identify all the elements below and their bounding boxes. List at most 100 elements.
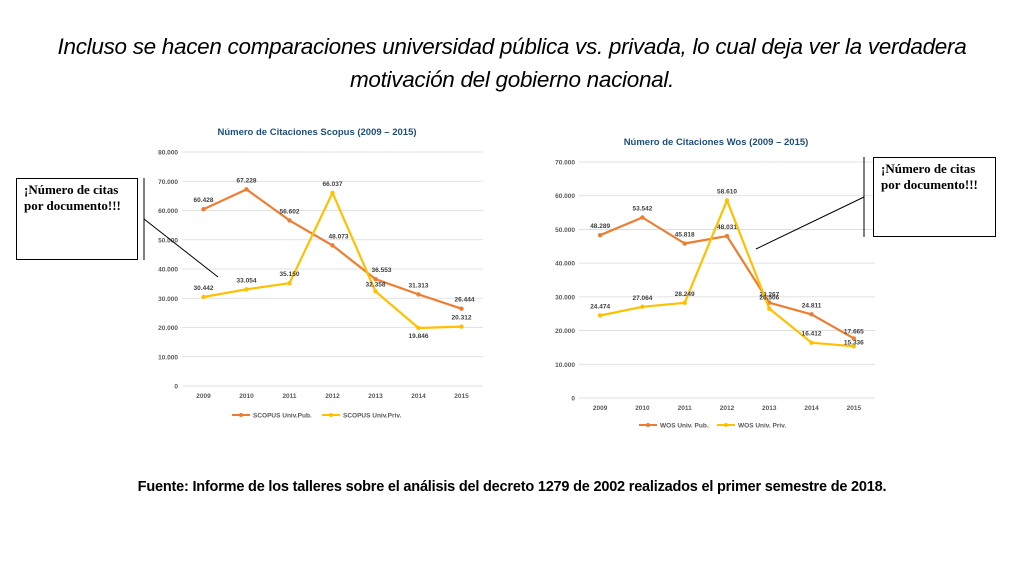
y-tick-label: 0 [571,396,575,403]
x-tick-label: 2012 [720,405,735,412]
y-tick-label: 50.000 [158,237,178,244]
data-point [459,306,464,311]
data-point [416,292,421,297]
data-label: 60.428 [194,197,214,204]
data-point [597,232,603,238]
y-tick-label: 30.000 [555,294,575,301]
data-point [201,207,206,212]
data-label: 19.846 [409,333,429,340]
data-label: 48.289 [590,223,610,230]
data-point [244,287,249,292]
wos-citations-chart: Número de Citaciones Wos (2009 – 2015) 0 1… [555,137,875,430]
data-point [640,304,645,309]
data-point [640,215,645,220]
data-point [201,294,206,300]
data-label: 67.228 [237,177,257,184]
y-tick-label: 0 [174,384,178,391]
chart-title: Número de Citaciones Scopus (2009 – 2015… [217,127,416,138]
callout-box-left: ¡Número de citas por documento!!! [16,178,138,260]
series-line-private [203,191,462,330]
y-tick-label: 70.000 [555,160,575,167]
data-label: 58.610 [717,188,737,195]
data-point [851,336,857,341]
data-point [851,344,857,349]
data-point [724,233,730,239]
x-tick-label: 2009 [593,405,608,412]
data-label: 20.312 [452,315,472,322]
x-tick-label: 2014 [804,405,819,412]
slide-title: Incluso se hacen comparaciones universid… [57,34,967,92]
data-point [416,325,421,331]
legend-marker [239,413,243,417]
data-label: 30.442 [194,285,214,292]
x-tick-label: 2009 [196,393,211,400]
data-label: 48.031 [717,224,737,231]
y-tick-label: 70.000 [158,179,178,186]
callout-box-right: ¡Número de citas por documento!!! [873,157,996,237]
y-tick-label: 40.000 [158,267,178,274]
legend-marker [329,413,333,417]
data-point [287,280,292,286]
data-label: 32.358 [366,281,386,288]
x-tick-label: 2013 [762,405,777,412]
legend-label: WOS Univ. Pub. [660,423,709,430]
data-point [330,243,335,248]
y-tick-label: 50.000 [555,227,575,234]
x-tick-label: 2015 [454,393,469,400]
series-line-private [599,199,854,348]
x-tick-label: 2012 [325,393,340,400]
data-label: 28.267 [759,292,779,299]
data-label: 48.073 [329,233,349,240]
data-point [373,276,378,282]
data-label: 33.054 [237,277,257,284]
x-tick-label: 2011 [282,393,296,400]
data-point [682,241,687,246]
data-label: 15.336 [844,339,864,346]
y-tick-label: 20.000 [158,325,178,332]
data-label: 27.064 [632,295,652,302]
y-tick-label: 20.000 [555,328,575,335]
data-label: 66.037 [323,181,343,188]
x-tick-label: 2011 [678,405,692,412]
data-point [682,300,687,305]
data-label: 24.474 [590,303,610,310]
legend-marker [724,423,728,427]
data-label: 24.811 [802,302,822,309]
legend-label: SCOPUS Univ.Pub. [253,413,312,420]
y-tick-label: 80.000 [158,150,178,157]
data-label: 36.553 [372,267,392,274]
data-label: 28.249 [675,291,695,298]
y-tick-label: 60.000 [555,193,575,200]
legend-label: WOS Univ. Priv. [738,423,786,430]
y-tick-label: 10.000 [555,362,575,369]
y-tick-label: 60.000 [158,208,178,215]
data-label: 35.150 [280,271,300,278]
data-label: 56.602 [280,208,300,215]
data-point [597,313,603,318]
x-tick-label: 2010 [635,405,650,412]
x-tick-label: 2013 [368,393,383,400]
data-label: 31.313 [409,282,429,289]
data-point [244,187,249,192]
data-label: 45.818 [675,232,695,239]
scopus-citations-chart: Número de Citaciones Scopus (2009 – 2015… [158,127,483,420]
y-tick-label: 10.000 [158,354,178,361]
data-point [809,340,814,345]
y-tick-label: 40.000 [555,261,575,268]
data-point [809,312,814,317]
source-note: Fuente: Informe de los talleres sobre el… [137,479,887,495]
data-label: 17.665 [844,328,864,335]
x-tick-label: 2015 [847,405,862,412]
data-label: 16.412 [802,331,822,338]
legend-marker [646,423,650,427]
data-label: 26.444 [455,297,475,304]
data-point [724,198,730,203]
data-point [459,324,464,329]
y-tick-label: 30.000 [158,296,178,303]
x-tick-label: 2010 [239,393,254,400]
chart-title: Número de Citaciones Wos (2009 – 2015) [624,137,809,148]
legend-label: SCOPUS Univ.Priv. [343,413,401,420]
data-point [767,306,772,311]
data-point [287,218,292,223]
data-label: 53.542 [632,205,652,212]
